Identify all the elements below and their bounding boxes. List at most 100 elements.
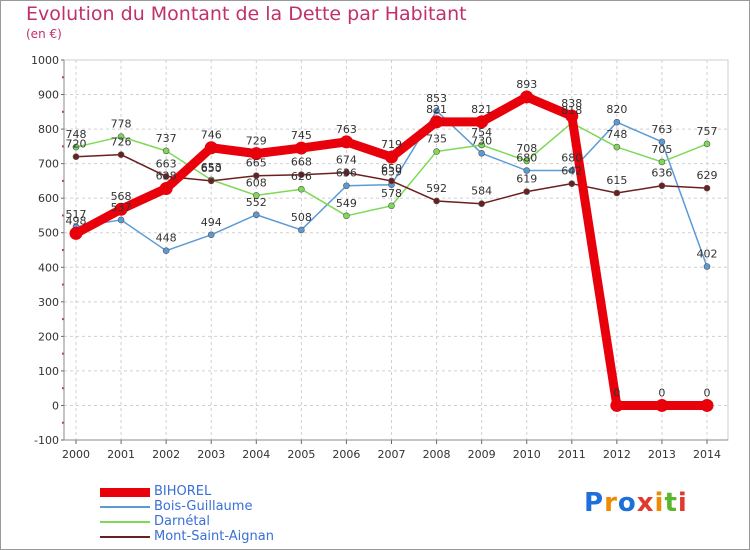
legend-item-darn-tal: Darnétal [100, 514, 360, 530]
data-label-bihorel: 729 [246, 135, 267, 148]
legend-label: Mont-Saint-Aignan [154, 529, 274, 544]
logo-letter: P [584, 488, 605, 518]
data-point-mont-saint-aignan [207, 177, 215, 185]
data-label-darn-tal: 754 [471, 126, 492, 139]
y-minor-tick [62, 110, 64, 113]
data-label-mont-saint-aignan: 615 [606, 174, 627, 187]
y-tick-label: 300 [38, 296, 59, 309]
data-label-mont-saint-aignan: 650 [381, 162, 402, 175]
data-point-mont-saint-aignan [433, 197, 440, 205]
data-label-mont-saint-aignan: 642 [561, 165, 582, 178]
x-tick-label: 2009 [468, 448, 496, 461]
data-point-bois-guillaume [162, 247, 170, 254]
x-tick-label: 2000 [62, 448, 90, 461]
data-point-darn-tal [613, 143, 621, 151]
logo-letter: x [636, 488, 655, 518]
data-label-bois-guillaume: 680 [516, 152, 537, 165]
x-tick-label: 2007 [378, 448, 406, 461]
data-point-bihorel [655, 398, 669, 412]
data-label-bihorel: 821 [426, 103, 447, 116]
legend-swatch [100, 536, 150, 538]
legend-item-bihorel: BIHOREL [100, 484, 360, 500]
data-point-bihorel [159, 182, 173, 196]
legend-swatch [100, 521, 150, 523]
data-point-bihorel [430, 115, 444, 129]
data-label-darn-tal: 778 [111, 118, 132, 131]
x-tick-label: 2014 [693, 448, 721, 461]
x-tick-label: 2005 [287, 448, 315, 461]
data-point-darn-tal [658, 158, 666, 166]
data-label-bois-guillaume: 508 [291, 211, 312, 224]
data-point-mont-saint-aignan [162, 173, 170, 180]
data-point-bihorel [565, 109, 579, 123]
data-point-mont-saint-aignan [478, 200, 485, 208]
data-label-bois-guillaume: 494 [201, 216, 222, 229]
x-tick-label: 2010 [513, 448, 541, 461]
unit-label: (en €) [26, 27, 62, 41]
y-tick-label: 800 [38, 123, 59, 136]
data-point-mont-saint-aignan [568, 180, 576, 187]
data-label-mont-saint-aignan: 619 [516, 173, 537, 186]
y-tick-label: 1000 [31, 54, 59, 67]
x-tick-label: 2008 [423, 448, 451, 461]
data-point-bihorel [520, 90, 534, 104]
data-label-bihorel: 821 [471, 103, 492, 116]
y-minor-tick [62, 421, 64, 424]
proxiti-logo: Proxiti [584, 488, 688, 518]
legend-label: BIHOREL [154, 484, 212, 499]
data-label-bihorel: 568 [111, 190, 132, 203]
data-point-mont-saint-aignan [117, 151, 125, 158]
data-point-mont-saint-aignan [72, 153, 80, 161]
data-label-bihorel: 0 [704, 386, 711, 399]
data-label-bihorel: 0 [658, 386, 665, 399]
y-tick-label: 900 [38, 89, 59, 102]
data-point-bois-guillaume [613, 118, 621, 126]
data-point-bihorel [114, 202, 128, 216]
x-tick-label: 2004 [242, 448, 270, 461]
data-point-darn-tal [298, 185, 305, 193]
data-point-mont-saint-aignan [298, 171, 305, 178]
y-tick-label: 0 [52, 399, 59, 412]
data-label-mont-saint-aignan: 726 [111, 136, 132, 149]
x-tick-label: 2001 [107, 448, 135, 461]
legend: BIHOREL Bois-Guillaume Darnétal Mont-Saint-… [100, 484, 360, 545]
data-label-bois-guillaume: 552 [246, 196, 267, 209]
data-point-bois-guillaume [703, 263, 711, 270]
data-label-mont-saint-aignan: 674 [336, 154, 357, 167]
data-label-darn-tal: 818 [561, 104, 582, 117]
data-label-darn-tal: 653 [201, 161, 222, 174]
x-tick-label: 2002 [152, 448, 180, 461]
data-label-bois-guillaume: 820 [606, 103, 627, 116]
data-point-bois-guillaume [478, 149, 485, 157]
logo-letter: i [677, 488, 688, 518]
data-label-bihorel: 719 [381, 138, 402, 151]
data-label-darn-tal: 626 [291, 170, 312, 183]
legend-item-mont-saint-aignan: Mont-Saint-Aignan [100, 529, 360, 545]
legend-label: Bois-Guillaume [154, 499, 253, 514]
data-point-darn-tal [343, 212, 350, 220]
data-point-bihorel [700, 398, 714, 412]
data-point-mont-saint-aignan [703, 184, 711, 192]
x-tick-label: 2013 [648, 448, 676, 461]
data-label-bihorel: 498 [66, 214, 87, 227]
data-point-bihorel [610, 398, 624, 412]
data-label-mont-saint-aignan: 668 [291, 156, 312, 169]
logo-letter: t [664, 488, 678, 518]
data-point-bihorel [204, 141, 218, 155]
data-label-mont-saint-aignan: 629 [697, 169, 718, 182]
data-point-darn-tal [478, 141, 485, 149]
data-label-darn-tal: 735 [426, 133, 447, 146]
data-point-bois-guillaume [117, 216, 125, 224]
data-point-bihorel [249, 147, 263, 161]
data-label-darn-tal: 578 [381, 187, 402, 200]
data-point-bois-guillaume [568, 167, 576, 174]
data-label-bois-guillaume: 636 [336, 167, 357, 180]
data-point-bois-guillaume [207, 231, 215, 239]
data-point-bihorel [294, 141, 308, 155]
data-label-darn-tal: 757 [697, 125, 718, 138]
data-point-bois-guillaume [343, 182, 350, 190]
data-label-bihorel: 745 [291, 129, 312, 142]
x-tick-label: 2003 [197, 448, 225, 461]
data-label-bois-guillaume: 517 [66, 208, 87, 221]
